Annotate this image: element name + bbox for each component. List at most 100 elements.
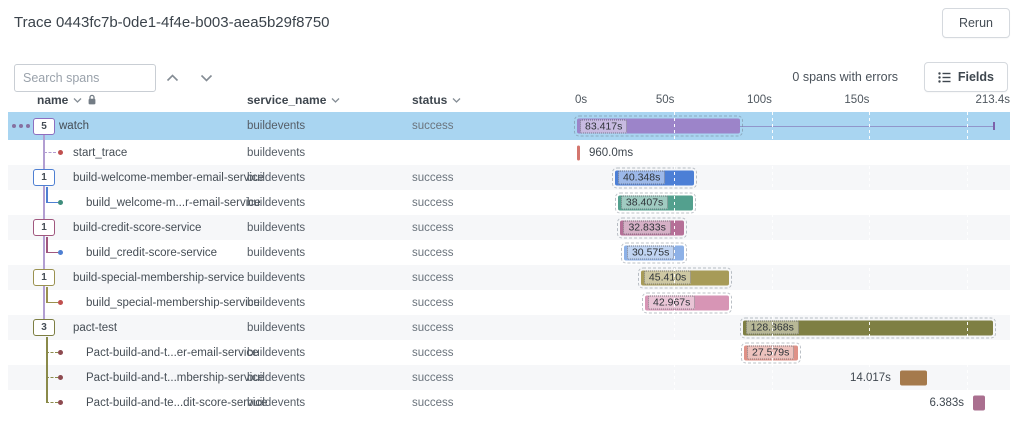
- span-duration-bar[interactable]: 83.417s: [574, 115, 743, 137]
- span-name[interactable]: build_special-membership-service: [86, 296, 260, 309]
- span-row[interactable]: build-credit-score-service buildevents s…: [8, 215, 1010, 240]
- span-status: success: [412, 371, 454, 384]
- span-status: success: [412, 346, 454, 359]
- span-name[interactable]: build-credit-score-service: [73, 221, 202, 234]
- span-service-name: buildevents: [247, 396, 306, 409]
- span-name[interactable]: start_trace: [73, 146, 128, 159]
- span-name[interactable]: watch: [59, 120, 90, 132]
- span-duration-label: 38.407s: [620, 195, 669, 210]
- span-duration-label: 42.967s: [648, 295, 696, 310]
- search-input[interactable]: [14, 64, 156, 92]
- span-duration-label: 40.348s: [618, 170, 666, 185]
- span-name[interactable]: build_welcome-m...r-email-service: [86, 196, 261, 209]
- fields-button-label: Fields: [957, 70, 994, 84]
- span-duration-bar[interactable]: 40.348s: [612, 167, 697, 188]
- span-duration-label: 6.383s: [929, 396, 965, 409]
- span-status: success: [412, 120, 454, 132]
- span-name[interactable]: build_credit-score-service: [86, 246, 218, 259]
- span-row[interactable]: build-special-membership-service buildev…: [8, 265, 1010, 290]
- span-duration-label: 83.417s: [580, 119, 628, 133]
- span-row[interactable]: start_trace buildevents 960.0ms: [8, 140, 1010, 165]
- span-duration-bar[interactable]: 32.833s: [617, 217, 688, 238]
- span-name[interactable]: Pact-build-and-te...dit-score-service: [86, 396, 268, 409]
- span-duration-label: 32.833s: [623, 220, 671, 235]
- next-match-button[interactable]: [192, 64, 220, 92]
- span-duration-label: 27.579s: [747, 345, 795, 360]
- span-duration-bar[interactable]: 38.407s: [614, 192, 696, 213]
- span-status: success: [412, 396, 454, 409]
- span-count-badge[interactable]: 5: [33, 117, 55, 135]
- error-count-text: 0 spans with errors: [792, 70, 898, 84]
- fields-list-icon: [938, 71, 951, 83]
- span-row[interactable]: Pact-build-and-te...dit-score-service bu…: [8, 390, 1010, 415]
- lock-icon: [87, 94, 97, 106]
- column-header-status[interactable]: status: [412, 93, 461, 107]
- span-service-name: buildevents: [247, 221, 306, 234]
- span-duration-label: 960.0ms: [589, 146, 634, 159]
- span-row[interactable]: build_special-membership-service buildev…: [8, 290, 1010, 315]
- chevron-up-icon: [166, 74, 179, 82]
- span-service-name: buildevents: [247, 271, 306, 284]
- span-row[interactable]: build-welcome-member-email-service build…: [8, 165, 1010, 190]
- column-status-label: status: [412, 93, 448, 107]
- span-status: success: [412, 271, 454, 284]
- span-service-name: buildevents: [247, 321, 306, 334]
- span-status: success: [412, 246, 454, 259]
- span-duration-bar[interactable]: 27.579s: [741, 342, 801, 363]
- column-header-service-name[interactable]: service_name: [247, 93, 340, 107]
- span-status: success: [412, 296, 454, 309]
- span-service-name: buildevents: [247, 120, 306, 132]
- span-duration-bar[interactable]: 42.967s: [642, 292, 732, 313]
- span-status: success: [412, 221, 454, 234]
- page-title: Trace 0443fc7b-0de1-4f4e-b003-aea5b29f87…: [14, 14, 330, 31]
- span-duration-bar[interactable]: [899, 370, 928, 385]
- span-row[interactable]: build_welcome-m...r-email-service builde…: [8, 190, 1010, 215]
- column-name-label: name: [37, 93, 69, 107]
- span-service-name: buildevents: [247, 371, 306, 384]
- span-name[interactable]: build-welcome-member-email-service: [73, 171, 265, 184]
- span-row[interactable]: pact-test buildevents success 128.368s: [8, 315, 1010, 340]
- span-count-badge[interactable]: 1: [33, 269, 55, 286]
- span-row[interactable]: Pact-build-and-t...mbership-service buil…: [8, 365, 1010, 390]
- timeline-tick-label: 0s: [575, 94, 588, 106]
- span-name[interactable]: Pact-build-and-t...er-email-service: [86, 346, 259, 359]
- prev-match-button[interactable]: [158, 64, 186, 92]
- chevron-down-icon: [200, 74, 213, 82]
- span-duration-label: 30.575s: [626, 245, 675, 260]
- span-count-badge[interactable]: 3: [33, 319, 55, 336]
- span-duration-bar[interactable]: 128.368s: [739, 317, 996, 338]
- span-duration-bar[interactable]: [577, 145, 580, 160]
- span-duration-label: 14.017s: [850, 371, 891, 384]
- span-menu-kebab-icon[interactable]: [12, 124, 30, 128]
- span-service-name: buildevents: [247, 296, 306, 309]
- span-row[interactable]: watch buildevents success 83.417s: [8, 112, 1010, 140]
- rerun-button[interactable]: Rerun: [941, 8, 1010, 38]
- span-row[interactable]: build_credit-score-service buildevents s…: [8, 240, 1010, 265]
- column-header-name[interactable]: name: [37, 93, 97, 107]
- span-duration-label: 128.368s: [745, 320, 799, 335]
- span-name[interactable]: pact-test: [73, 321, 118, 334]
- span-service-name: buildevents: [247, 146, 306, 159]
- sort-chevron-icon: [452, 97, 461, 103]
- timeline-tick-label: 100s: [746, 94, 772, 106]
- timeline-tick-label: 150s: [844, 94, 870, 106]
- span-row[interactable]: Pact-build-and-t...er-email-service buil…: [8, 340, 1010, 365]
- timeline-tick-label: 213.4s: [975, 94, 1010, 106]
- span-duration-bar[interactable]: 30.575s: [620, 242, 687, 263]
- span-count-badge[interactable]: 1: [33, 219, 55, 236]
- trace-waterfall: watch buildevents success 83.417s start_…: [0, 112, 1024, 415]
- trace-end-tick: [992, 122, 995, 130]
- span-name[interactable]: Pact-build-and-t...mbership-service: [86, 371, 265, 384]
- sort-chevron-icon: [73, 97, 82, 103]
- span-status: success: [412, 171, 454, 184]
- span-name[interactable]: build-special-membership-service: [73, 271, 245, 284]
- span-service-name: buildevents: [247, 246, 306, 259]
- fields-button[interactable]: Fields: [923, 62, 1008, 92]
- span-service-name: buildevents: [247, 196, 306, 209]
- column-service-name-label: service_name: [247, 93, 327, 107]
- span-count-badge[interactable]: 1: [33, 169, 55, 186]
- span-duration-bar[interactable]: 45.410s: [637, 267, 733, 288]
- timeline-tick-label: 50s: [655, 94, 675, 106]
- span-duration-bar[interactable]: [973, 395, 986, 410]
- sort-chevron-icon: [331, 97, 340, 103]
